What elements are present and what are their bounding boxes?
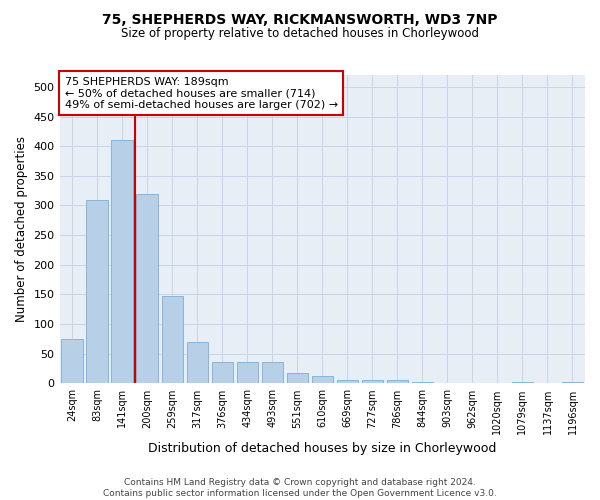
Bar <box>61 339 83 384</box>
Bar <box>512 382 533 384</box>
Bar <box>262 362 283 384</box>
Bar <box>136 194 158 384</box>
Text: 75, SHEPHERDS WAY, RICKMANSWORTH, WD3 7NP: 75, SHEPHERDS WAY, RICKMANSWORTH, WD3 7N… <box>102 12 498 26</box>
Bar <box>161 296 183 384</box>
Text: 75 SHEPHERDS WAY: 189sqm
← 50% of detached houses are smaller (714)
49% of semi-: 75 SHEPHERDS WAY: 189sqm ← 50% of detach… <box>65 76 338 110</box>
Bar <box>112 140 133 384</box>
Text: Contains HM Land Registry data © Crown copyright and database right 2024.
Contai: Contains HM Land Registry data © Crown c… <box>103 478 497 498</box>
Bar <box>236 362 258 384</box>
Bar <box>287 373 308 384</box>
Bar <box>337 380 358 384</box>
Bar <box>311 376 333 384</box>
Bar <box>412 382 433 384</box>
Bar <box>387 380 408 384</box>
Bar <box>212 362 233 384</box>
Y-axis label: Number of detached properties: Number of detached properties <box>15 136 28 322</box>
Bar <box>362 380 383 384</box>
Bar <box>187 342 208 384</box>
Bar <box>86 200 108 384</box>
Text: Size of property relative to detached houses in Chorleywood: Size of property relative to detached ho… <box>121 28 479 40</box>
Bar <box>562 382 583 384</box>
X-axis label: Distribution of detached houses by size in Chorleywood: Distribution of detached houses by size … <box>148 442 496 455</box>
